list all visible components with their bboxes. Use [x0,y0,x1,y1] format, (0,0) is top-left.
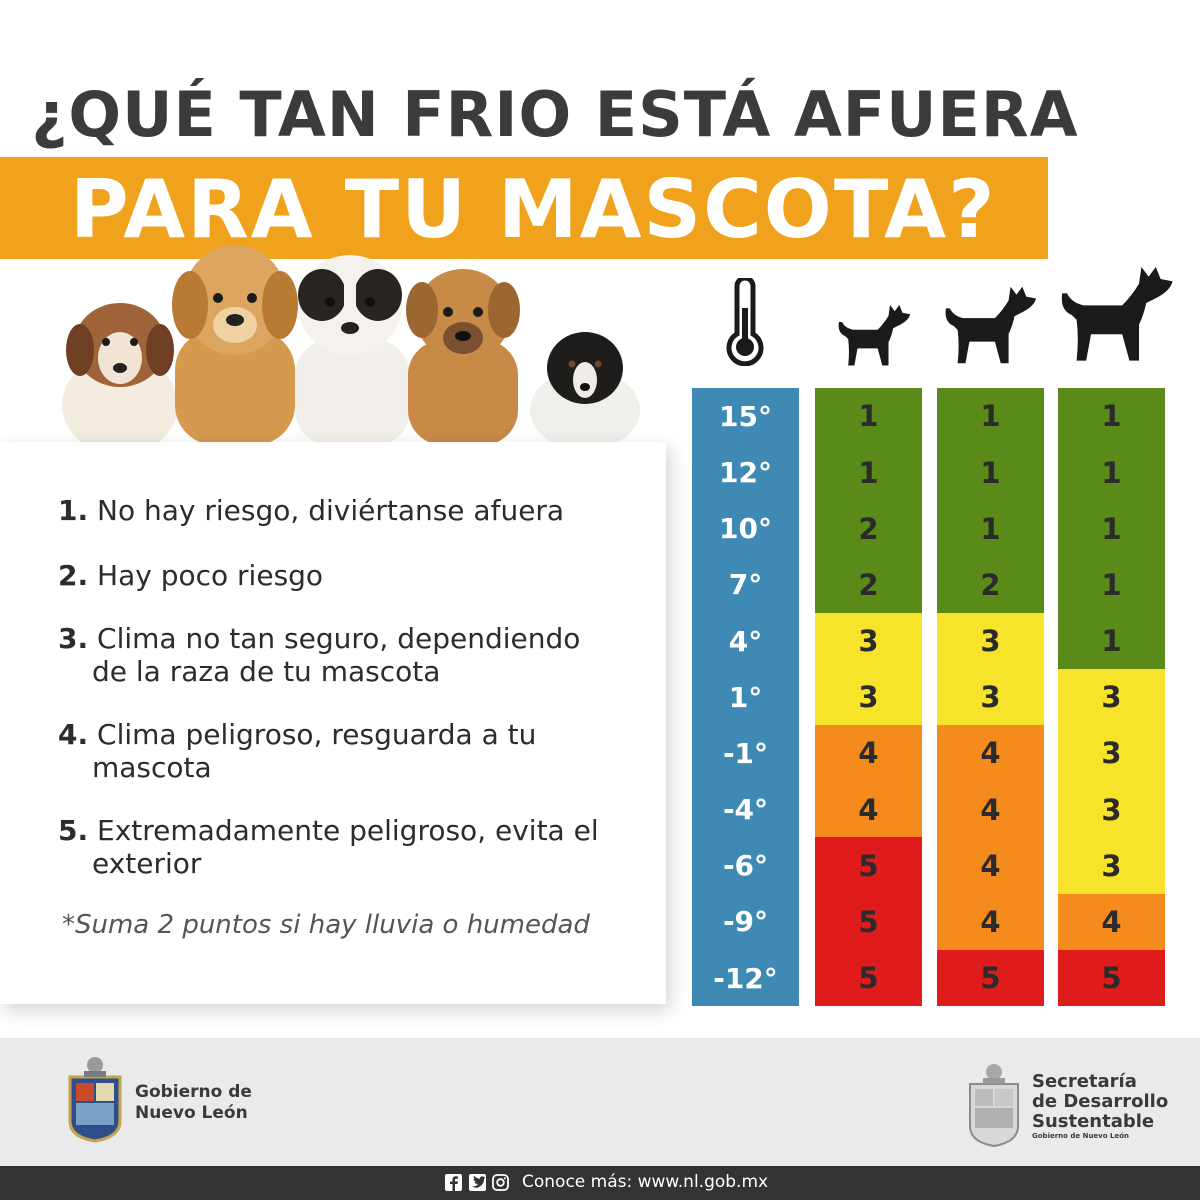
risk-level-cell: 5 [937,949,1044,1007]
bottom-bar [0,1166,1200,1200]
risk-level-cell: 4 [815,725,922,782]
government-name-line-2: Nuevo León [135,1103,248,1123]
risk-level-cell: 3 [1058,668,1165,726]
temperature-cell: -4° [692,781,799,838]
legend-text-continued: de la raza de tu mascota [92,655,441,688]
legend-text: Clima no tan seguro, dependiendo [97,622,581,655]
risk-level-cell: 1 [1058,444,1165,501]
risk-level-cell: 4 [1058,893,1165,951]
risk-level-cell: 4 [937,781,1044,838]
puppy-3-image [295,255,410,445]
risk-level-cell: 1 [1058,500,1165,558]
legend-text-continued: mascota [92,751,212,784]
risk-level-cell: 3 [815,668,922,726]
risk-level-cell: 1 [815,444,922,501]
medium-dog-icon [945,286,1037,364]
thermometer-icon [726,278,764,366]
risk-level-cell: 2 [937,556,1044,614]
puppy-4-image [406,269,520,445]
puppy-1-image [62,303,178,445]
risk-level-cell: 3 [1058,837,1165,895]
government-name-line-1: Gobierno de [135,1082,252,1102]
title-line-1: ¿QUÉ TAN FRIO ESTÁ AFUERA [31,78,1079,151]
risk-level-cell: 4 [937,725,1044,782]
legend-text: Hay poco riesgo [97,559,324,592]
temperature-cell: 4° [692,612,799,670]
large-dog-icon [1061,267,1173,361]
temperature-cell: 10° [692,500,799,558]
legend-panel [0,442,666,1004]
rain-note: *Suma 2 puntos si hay lluvia o humedad [62,910,590,940]
risk-level-cell: 3 [937,612,1044,670]
legend-item-5: 5. Extremadamente peligroso, evita el ex… [58,814,658,880]
risk-level-cell: 3 [937,668,1044,726]
secretaria-name-line-2: de Desarrollo [1032,1091,1169,1112]
secretaria-name-line-3: Sustentable [1032,1111,1155,1132]
risk-level-cell: 2 [815,556,922,614]
legend-number: 3. [58,622,89,655]
temperature-cell: 12° [692,444,799,501]
puppy-2-image [172,245,298,445]
risk-level-cell: 1 [815,388,922,445]
risk-level-cell: 4 [815,781,922,838]
risk-level-cell: 1 [937,388,1044,445]
legend-number: 1. [58,494,89,527]
risk-level-cell: 4 [937,893,1044,951]
secretaria-coat-of-arms-icon [969,1064,1019,1148]
title-line-2: PARA TU MASCOTA? [70,163,997,256]
legend-item-1: 1. No hay riesgo, diviértanse afuera [58,494,658,527]
risk-level-cell: 2 [815,500,922,558]
legend-item-2: 2. Hay poco riesgo [58,559,658,592]
risk-level-cell: 3 [815,612,922,670]
risk-level-cell: 1 [1058,556,1165,614]
secretaria-subtitle: Gobierno de Nuevo León [1032,1132,1129,1140]
risk-level-cell: 4 [937,837,1044,895]
instagram-icon[interactable] [492,1174,509,1191]
risk-level-cell: 5 [815,837,922,895]
risk-level-cell: 5 [815,893,922,951]
risk-level-cell: 1 [1058,612,1165,670]
legend-item-3: 3. Clima no tan seguro, dependiendo de l… [58,622,658,688]
legend-item-4: 4. Clima peligroso, resguarda a tu masco… [58,718,658,784]
website-link[interactable]: Conoce más: www.nl.gob.mx [522,1172,769,1192]
nuevo-leon-coat-of-arms-icon [68,1057,122,1143]
legend-text: Extremadamente peligroso, evita el [97,814,599,847]
risk-level-cell: 5 [815,949,922,1007]
temperature-cell: 1° [692,668,799,726]
risk-level-cell: 1 [937,500,1044,558]
legend-text: No hay riesgo, diviértanse afuera [97,494,565,527]
government-name: Gobierno de Nuevo León [135,1082,252,1124]
temperature-cell: -9° [692,893,799,951]
risk-level-cell: 1 [1058,388,1165,445]
temperature-cell: -6° [692,837,799,895]
legend-text-continued: exterior [92,847,202,880]
temperature-column: 15° 12° 10° 7° 4° 1° -1° -4° -6° -9° -12° [692,388,799,1007]
temperature-cell: -1° [692,725,799,782]
legend-number: 2. [58,559,89,592]
temperature-cell: -12° [692,949,799,1007]
puppies-illustration [62,245,640,445]
risk-level-cell: 1 [937,444,1044,501]
risk-level-cell: 5 [1058,949,1165,1007]
temperature-cell: 15° [692,388,799,445]
legend-text: Clima peligroso, resguarda a tu [97,718,537,751]
small-dog-icon [838,305,911,366]
puppy-5-image [530,332,640,445]
legend-number: 5. [58,814,89,847]
legend-number: 4. [58,718,89,751]
risk-level-cell: 3 [1058,725,1165,782]
risk-level-cell: 3 [1058,781,1165,838]
secretaria-name-line-1: Secretaría [1032,1071,1137,1092]
title-banner [0,157,1048,259]
secretaria-name: Secretaría de Desarrollo Sustentable [1032,1072,1168,1132]
temperature-cell: 7° [692,556,799,614]
facebook-icon[interactable] [445,1174,462,1191]
twitter-icon[interactable] [469,1174,486,1191]
